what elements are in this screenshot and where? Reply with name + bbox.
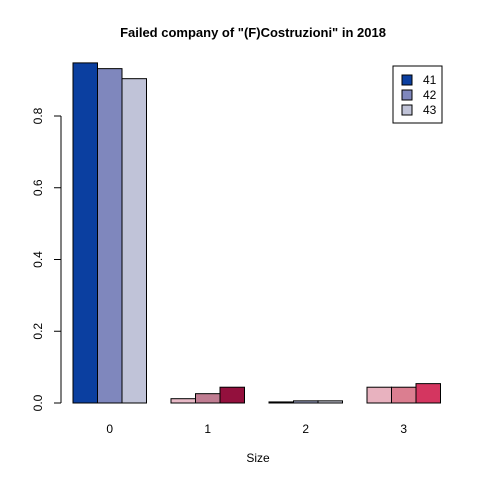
x-tick-label: 3 bbox=[400, 422, 407, 436]
bar bbox=[415, 383, 441, 404]
y-tick-label: 0.4 bbox=[31, 251, 45, 268]
y-axis: 0.0 0.2 0.4 0.6 0.8 bbox=[31, 107, 62, 411]
x-tick-label: 2 bbox=[302, 422, 309, 436]
bar bbox=[268, 401, 294, 404]
legend-box bbox=[392, 65, 443, 124]
bar bbox=[391, 386, 417, 404]
bars bbox=[72, 62, 441, 404]
legend-entry: 43 bbox=[423, 103, 437, 117]
bar bbox=[366, 386, 392, 404]
bar bbox=[170, 398, 196, 404]
legend-entry: 42 bbox=[423, 88, 437, 102]
bar bbox=[121, 78, 147, 404]
bar bbox=[317, 400, 343, 404]
bar bbox=[219, 386, 245, 404]
bar bbox=[97, 68, 123, 404]
legend-swatch bbox=[401, 89, 413, 101]
chart-title: Failed company of "(F)Costruzioni" in 20… bbox=[120, 25, 386, 40]
x-tick-label: 0 bbox=[106, 422, 113, 436]
legend-swatch bbox=[401, 74, 413, 86]
y-tick-label: 0.8 bbox=[31, 107, 45, 124]
x-tick-labels: 0 1 2 3 bbox=[106, 422, 407, 436]
bar bbox=[195, 393, 221, 404]
y-tick-label: 0.2 bbox=[31, 323, 45, 340]
bar bbox=[72, 62, 98, 404]
legend-swatch bbox=[401, 104, 413, 116]
x-axis-label: Size bbox=[246, 451, 270, 465]
legend-entry: 41 bbox=[423, 73, 437, 87]
bar bbox=[293, 400, 319, 404]
y-tick-label: 0.6 bbox=[31, 179, 45, 196]
x-tick-label: 1 bbox=[204, 422, 211, 436]
y-tick-label: 0.0 bbox=[31, 394, 45, 411]
